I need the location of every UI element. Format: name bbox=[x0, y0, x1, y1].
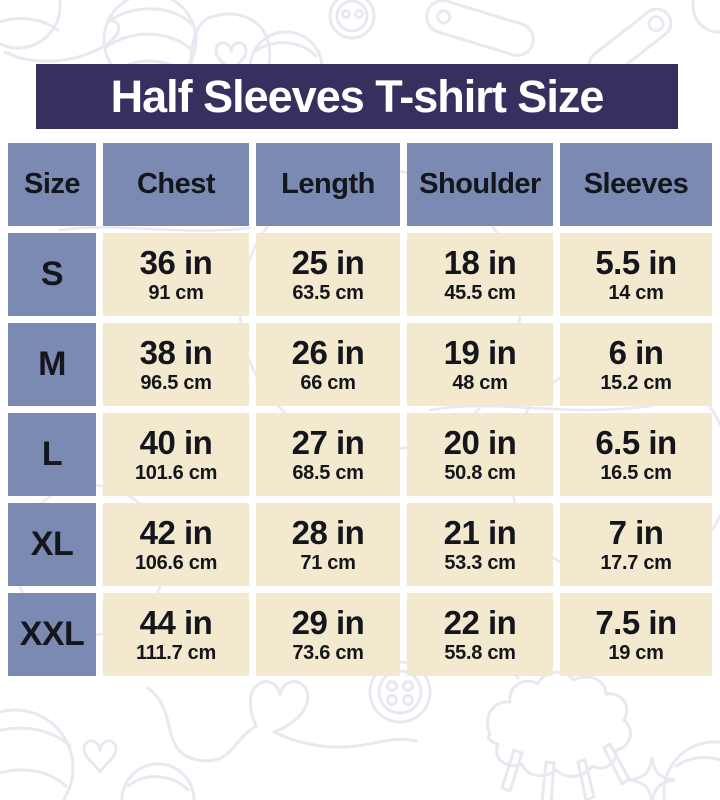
value-inches: 27 in bbox=[291, 423, 365, 461]
value-inches: 38 in bbox=[139, 333, 213, 371]
yarn-string-heart-icon bbox=[146, 680, 418, 763]
cell-m-sleeves: 6 in 15.2 cm bbox=[560, 323, 712, 406]
value-inches: 21 in bbox=[443, 513, 517, 551]
column-header-chest: Chest bbox=[103, 143, 249, 226]
value-cm: 66 cm bbox=[300, 371, 356, 394]
value-inches: 6 in bbox=[608, 333, 664, 371]
cell-m-chest: 38 in 96.5 cm bbox=[103, 323, 249, 406]
value-inches: 36 in bbox=[139, 243, 213, 281]
cell-xxl-sleeves: 7.5 in 19 cm bbox=[560, 593, 712, 676]
value-cm: 106.6 cm bbox=[134, 551, 218, 574]
value-inches: 20 in bbox=[443, 423, 517, 461]
size-table: Size Chest Length Shoulder Sleeves S 36 … bbox=[8, 143, 712, 676]
doodle-thread bbox=[58, 226, 252, 232]
value-cm: 50.8 cm bbox=[444, 461, 516, 484]
yarn-ball-icon bbox=[662, 740, 720, 800]
value-cm: 16.5 cm bbox=[600, 461, 672, 484]
safety-pin-icon bbox=[425, 0, 535, 57]
cell-s-sleeves: 5.5 in 14 cm bbox=[560, 233, 712, 316]
column-header-length: Length bbox=[256, 143, 400, 226]
cell-l-length: 27 in 68.5 cm bbox=[256, 413, 400, 496]
sheep-icon bbox=[486, 665, 632, 800]
cell-xl-length: 28 in 71 cm bbox=[256, 503, 400, 586]
row-label-l: L bbox=[8, 413, 96, 496]
value-inches: 25 in bbox=[291, 243, 365, 281]
button-icon bbox=[328, 0, 376, 40]
column-header-shoulder: Shoulder bbox=[407, 143, 553, 226]
value-cm: 48 cm bbox=[452, 371, 508, 394]
value-inches: 44 in bbox=[139, 603, 213, 641]
value-cm: 53.3 cm bbox=[444, 551, 516, 574]
value-inches: 42 in bbox=[139, 513, 213, 551]
cell-s-length: 25 in 63.5 cm bbox=[256, 233, 400, 316]
value-inches: 26 in bbox=[291, 333, 365, 371]
value-cm: 111.7 cm bbox=[136, 641, 216, 664]
doodle-thread bbox=[428, 404, 652, 412]
value-cm: 96.5 cm bbox=[140, 371, 212, 394]
value-cm: 17.7 cm bbox=[600, 551, 672, 574]
row-label-m: M bbox=[8, 323, 96, 406]
cell-l-chest: 40 in 101.6 cm bbox=[103, 413, 249, 496]
row-label-xl: XL bbox=[8, 503, 96, 586]
cell-s-chest: 36 in 91 cm bbox=[103, 233, 249, 316]
column-header-size: Size bbox=[8, 143, 96, 226]
row-label-s: S bbox=[8, 233, 96, 316]
value-inches: 6.5 in bbox=[595, 423, 677, 461]
value-cm: 73.6 cm bbox=[292, 641, 364, 664]
cell-xxl-shoulder: 22 in 55.8 cm bbox=[407, 593, 553, 676]
yarn-ball-icon bbox=[0, 0, 121, 63]
page-title: Half Sleeves T-shirt Size bbox=[110, 70, 605, 122]
value-inches: 18 in bbox=[443, 243, 517, 281]
yarn-ball-icon bbox=[120, 762, 196, 800]
value-cm: 68.5 cm bbox=[292, 461, 364, 484]
value-inches: 5.5 in bbox=[595, 243, 677, 281]
cell-s-shoulder: 18 in 45.5 cm bbox=[407, 233, 553, 316]
value-cm: 71 cm bbox=[300, 551, 356, 574]
heart-icon bbox=[82, 739, 118, 774]
cell-xl-sleeves: 7 in 17.7 cm bbox=[560, 503, 712, 586]
value-cm: 63.5 cm bbox=[292, 281, 364, 304]
cell-xl-shoulder: 21 in 53.3 cm bbox=[407, 503, 553, 586]
value-cm: 101.6 cm bbox=[134, 461, 218, 484]
row-label-xxl: XXL bbox=[8, 593, 96, 676]
title-banner: Half Sleeves T-shirt Size bbox=[36, 64, 678, 129]
cell-xl-chest: 42 in 106.6 cm bbox=[103, 503, 249, 586]
value-cm: 45.5 cm bbox=[444, 281, 516, 304]
yarn-ball-icon bbox=[0, 708, 75, 800]
cell-xxl-length: 29 in 73.6 cm bbox=[256, 593, 400, 676]
value-inches: 28 in bbox=[291, 513, 365, 551]
cell-m-shoulder: 19 in 48 cm bbox=[407, 323, 553, 406]
value-inches: 22 in bbox=[443, 603, 517, 641]
cell-l-sleeves: 6.5 in 16.5 cm bbox=[560, 413, 712, 496]
column-header-sleeves: Sleeves bbox=[560, 143, 712, 226]
cell-m-length: 26 in 66 cm bbox=[256, 323, 400, 406]
value-cm: 15.2 cm bbox=[600, 371, 672, 394]
value-inches: 19 in bbox=[443, 333, 517, 371]
value-inches: 7 in bbox=[608, 513, 664, 551]
value-inches: 29 in bbox=[291, 603, 365, 641]
value-inches: 7.5 in bbox=[595, 603, 677, 641]
value-inches: 40 in bbox=[139, 423, 213, 461]
cell-l-shoulder: 20 in 50.8 cm bbox=[407, 413, 553, 496]
yarn-ball-icon bbox=[691, 0, 720, 34]
value-cm: 14 cm bbox=[608, 281, 664, 304]
value-cm: 91 cm bbox=[148, 281, 204, 304]
sparkle-icon bbox=[628, 756, 676, 800]
value-cm: 19 cm bbox=[608, 641, 664, 664]
button-icon bbox=[368, 660, 432, 724]
cell-xxl-chest: 44 in 111.7 cm bbox=[103, 593, 249, 676]
value-cm: 55.8 cm bbox=[444, 641, 516, 664]
